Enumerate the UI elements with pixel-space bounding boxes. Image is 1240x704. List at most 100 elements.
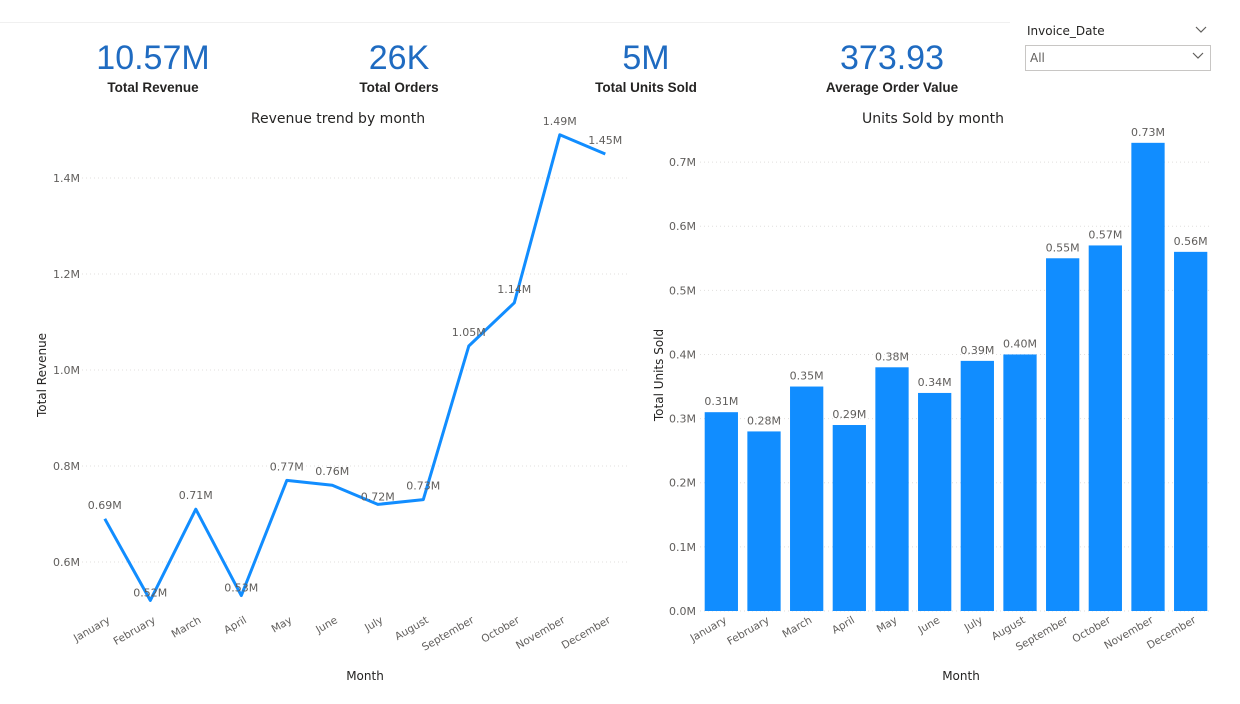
x-tick-label: February xyxy=(111,614,157,648)
y-tick-label: 0.1M xyxy=(669,541,696,554)
bar xyxy=(1088,245,1122,611)
y-tick-label: 1.2M xyxy=(53,268,80,281)
x-tick-label: September xyxy=(420,614,477,654)
bar xyxy=(1046,258,1080,611)
y-tick-label: 0.4M xyxy=(669,348,696,361)
data-label: 0.72M xyxy=(361,490,395,503)
data-label: 0.52M xyxy=(133,586,167,599)
kpi-label: Total Orders xyxy=(359,80,439,95)
x-tick-label: February xyxy=(725,614,771,648)
x-axis-title: Month xyxy=(346,669,384,683)
y-tick-label: 1.4M xyxy=(53,172,80,185)
data-label: 0.34M xyxy=(918,376,952,389)
y-tick-label: 0.0M xyxy=(669,605,696,618)
x-tick-label: December xyxy=(1145,614,1199,652)
bar xyxy=(1174,251,1208,611)
slicer-dropdown[interactable]: All xyxy=(1025,45,1211,71)
chart-title: Revenue trend by month xyxy=(251,111,425,127)
data-label: 0.56M xyxy=(1174,235,1208,248)
x-tick-label: August xyxy=(990,614,1028,643)
kpi-card-average-order-value: 373.93 Average Order Value xyxy=(782,38,1002,95)
data-label: 0.31M xyxy=(704,395,738,408)
bar xyxy=(875,367,909,611)
x-tick-label: November xyxy=(514,614,568,652)
data-label: 0.38M xyxy=(875,350,909,363)
x-tick-label: July xyxy=(962,614,985,634)
x-tick-label: April xyxy=(830,614,857,636)
y-tick-label: 0.6M xyxy=(53,556,80,569)
header-divider xyxy=(0,22,1010,23)
kpi-label: Total Units Sold xyxy=(595,80,697,95)
revenue-series-line xyxy=(103,133,606,602)
x-tick-label: December xyxy=(560,614,614,652)
y-tick-label: 0.3M xyxy=(669,413,696,426)
kpi-card-total-revenue: 10.57M Total Revenue xyxy=(43,38,263,95)
bar xyxy=(1003,354,1037,611)
data-label: 1.45M xyxy=(588,134,622,147)
y-tick-label: 0.7M xyxy=(669,156,696,169)
kpi-label: Total Revenue xyxy=(107,80,199,95)
y-tick-label: 0.5M xyxy=(669,284,696,297)
kpi-value: 5M xyxy=(622,39,670,77)
data-label: 0.35M xyxy=(790,370,824,383)
data-label: 0.69M xyxy=(88,499,122,512)
y-tick-label: 0.2M xyxy=(669,477,696,490)
x-tick-label: April xyxy=(222,614,249,636)
data-label: 1.05M xyxy=(452,326,486,339)
kpi-value: 10.57M xyxy=(96,39,210,77)
slicer-title: Invoice_Date xyxy=(1027,24,1105,38)
data-label: 0.77M xyxy=(270,460,304,473)
y-axis-title: Total Revenue xyxy=(35,333,49,418)
chevron-down-icon[interactable] xyxy=(1192,46,1204,60)
data-label: 1.49M xyxy=(543,115,577,128)
x-tick-label: May xyxy=(269,614,294,635)
data-label: 1.14M xyxy=(497,283,531,296)
kpi-value: 373.93 xyxy=(840,39,944,77)
kpi-label: Average Order Value xyxy=(825,80,959,95)
x-tick-label: January xyxy=(71,614,112,645)
y-tick-label: 0.6M xyxy=(669,220,696,233)
bar xyxy=(747,431,781,611)
bar xyxy=(790,386,824,611)
bar xyxy=(1131,142,1165,611)
kpi-card-total-orders: 26K Total Orders xyxy=(289,38,509,95)
invoice-date-slicer: Invoice_Date All xyxy=(1025,20,1211,71)
kpi-value: 26K xyxy=(368,39,430,77)
x-tick-label: June xyxy=(313,614,340,636)
x-tick-label: October xyxy=(1070,614,1113,646)
chart-title: Units Sold by month xyxy=(862,111,1004,127)
data-label: 0.40M xyxy=(1003,337,1037,350)
data-label: 0.39M xyxy=(960,344,994,357)
x-tick-label: March xyxy=(780,614,814,640)
bar xyxy=(832,425,866,611)
x-tick-label: November xyxy=(1102,614,1156,652)
x-tick-label: August xyxy=(393,614,431,643)
data-label: 0.76M xyxy=(315,465,349,478)
x-tick-label: March xyxy=(170,614,204,640)
x-tick-label: September xyxy=(1014,614,1071,654)
bar xyxy=(704,412,738,611)
x-tick-label: January xyxy=(687,614,728,645)
data-label: 0.53M xyxy=(224,582,258,595)
x-tick-label: July xyxy=(362,614,385,634)
slicer-selected-value: All xyxy=(1030,51,1045,65)
data-label: 0.73M xyxy=(406,480,440,493)
y-tick-label: 0.8M xyxy=(53,460,80,473)
kpi-card-total-units-sold: 5M Total Units Sold xyxy=(536,38,756,95)
y-axis-title: Total Units Sold xyxy=(652,329,666,422)
x-tick-label: May xyxy=(875,614,900,635)
bar xyxy=(960,360,994,611)
y-tick-label: 1.0M xyxy=(53,364,80,377)
data-label: 0.55M xyxy=(1046,241,1080,254)
data-label: 0.57M xyxy=(1088,228,1122,241)
slicer-header[interactable]: Invoice_Date xyxy=(1025,20,1211,42)
data-label: 0.29M xyxy=(832,408,866,421)
bar xyxy=(918,392,952,611)
revenue-trend-line-chart: Revenue trend by month Total Revenue Mon… xyxy=(35,111,628,683)
data-label: 0.71M xyxy=(179,489,213,502)
data-label: 0.73M xyxy=(1131,126,1165,139)
x-tick-label: June xyxy=(915,614,942,636)
data-label: 0.28M xyxy=(747,414,781,427)
chevron-down-icon[interactable] xyxy=(1195,20,1207,34)
x-axis-title: Month xyxy=(942,669,980,683)
